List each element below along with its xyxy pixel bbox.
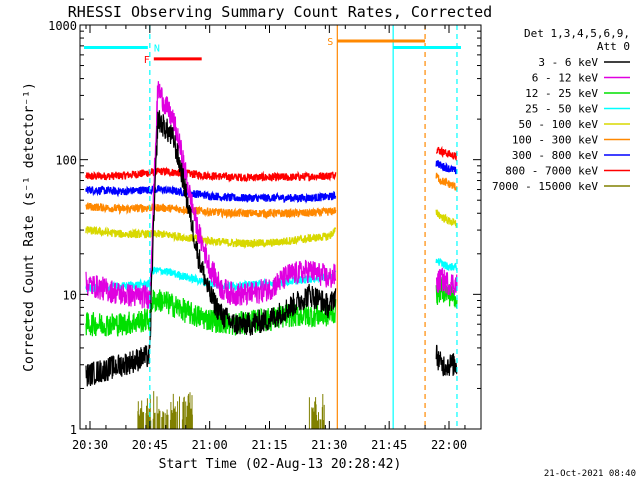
plot-layer: NF S <box>84 25 461 429</box>
plot-frame <box>79 24 482 430</box>
x-tick-label-3: 21:15 <box>251 438 287 452</box>
series-line-1-part-0 <box>85 81 337 310</box>
legend-label-0: 3 - 6 keV <box>538 56 598 69</box>
series-line-0-part-1 <box>435 344 458 377</box>
x-axis-label: Start Time (02-Aug-13 20:28:42) <box>159 457 402 472</box>
series-line-0-part-0 <box>85 110 337 387</box>
flag-label-3: S <box>327 37 333 48</box>
legend-label-4: 50 - 100 keV <box>519 118 599 131</box>
series-line-5-part-1 <box>435 172 458 191</box>
series-line-5-part-0 <box>85 202 337 220</box>
y-tick-label-0: 1 <box>70 423 77 437</box>
y-tick-label-3: 1000 <box>48 19 77 33</box>
flag-label-2: F <box>144 55 150 66</box>
x-tick-label-2: 21:00 <box>192 438 228 452</box>
legend-label-2: 12 - 25 keV <box>525 87 598 100</box>
legend-header-0: Det 1,3,4,5,6,9, <box>524 27 630 40</box>
series-line-6-part-0 <box>85 184 337 204</box>
x-tick-label-0: 20:30 <box>72 438 108 452</box>
x-tick-label-4: 21:30 <box>311 438 347 452</box>
chart-title: RHESSI Observing Summary Count Rates, Co… <box>68 3 492 21</box>
series-line-3-part-1 <box>435 257 458 273</box>
y-axis-label: Corrected Count Rate (s⁻¹ detector⁻¹) <box>22 82 37 372</box>
legend-label-8: 7000 - 15000 keV <box>492 180 598 193</box>
series-line-4-part-1 <box>435 209 458 228</box>
series-line-2-part-0 <box>85 289 337 337</box>
legend-label-6: 300 - 800 keV <box>512 149 598 162</box>
y-tick-label-1: 10 <box>63 288 77 302</box>
footer-date: 21-Oct-2021 08:40 <box>544 469 636 479</box>
axes-layer: 20:30 20:45 21:00 21:15 21:30 21:45 22:00 1 10 10… <box>48 19 481 452</box>
x-tick-label-1: 20:45 <box>132 438 168 452</box>
series-line-4-part-0 <box>85 225 337 249</box>
legend-label-7: 800 - 7000 keV <box>505 165 598 178</box>
legend-label-5: 100 - 300 keV <box>512 134 598 147</box>
series-line-7-part-0 <box>85 166 337 183</box>
series-line-7-part-1 <box>435 145 458 162</box>
x-tick-label-5: 21:45 <box>371 438 407 452</box>
legend-label-3: 25 - 50 keV <box>525 103 598 116</box>
series-line-8-part-0 <box>137 391 193 429</box>
flag-label-1: N <box>154 44 160 55</box>
series-line-8-part-1 <box>308 394 325 429</box>
x-tick-label-6: 22:00 <box>431 438 467 452</box>
legend-label-1: 6 - 12 keV <box>532 72 599 85</box>
legend-header-1: Att 0 <box>597 40 630 53</box>
series-line-1-part-1 <box>436 267 458 296</box>
series-line-6-part-1 <box>435 160 458 175</box>
y-tick-label-2: 100 <box>55 154 77 168</box>
legend: Det 1,3,4,5,6,9,Att 0 3 - 6 keV 6 - 12 keV… <box>492 27 630 193</box>
